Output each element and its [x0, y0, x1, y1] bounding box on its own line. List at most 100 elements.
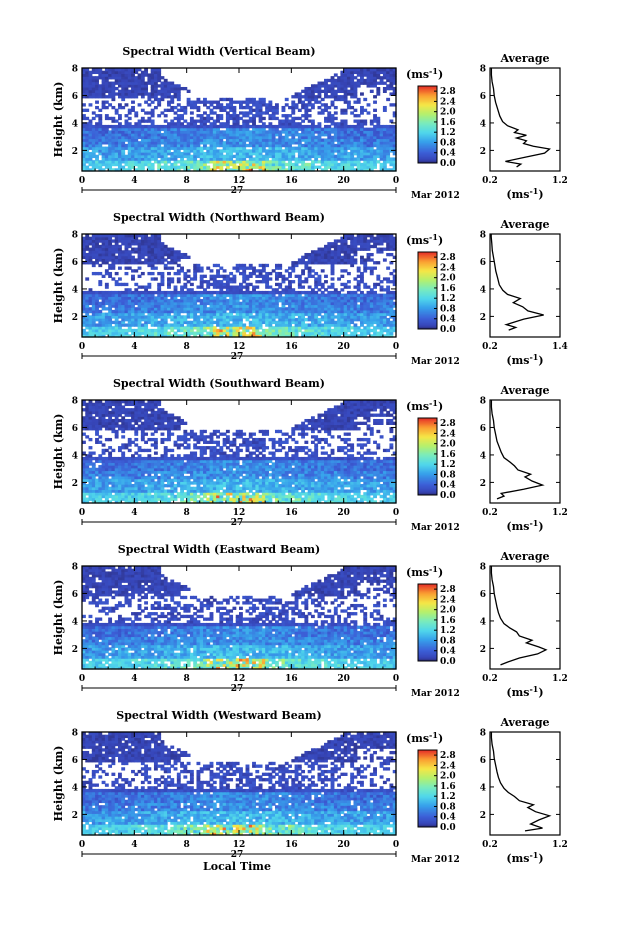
heatmap-cell — [386, 266, 391, 270]
heatmap-cell — [121, 331, 126, 335]
heatmap-cell — [95, 250, 99, 254]
heatmap-cell — [379, 157, 384, 161]
heatmap-cell — [340, 78, 345, 83]
heatmap-cell — [225, 168, 230, 172]
heatmap-cell — [392, 89, 397, 93]
heatmap-cell — [252, 152, 256, 156]
heatmap-cell — [337, 331, 341, 335]
heatmap-cell — [98, 73, 103, 77]
heatmap-cell — [111, 92, 116, 96]
heatmap-cell — [314, 320, 319, 325]
heatmap-cell — [346, 271, 351, 276]
heatmap-cell — [189, 301, 194, 306]
heatmap-cell — [170, 127, 175, 131]
heatmap-cell — [212, 320, 217, 325]
heatmap-cell — [127, 116, 132, 121]
heatmap-cell — [196, 108, 201, 112]
heatmap-cell — [369, 271, 374, 276]
heatmap-cell — [268, 138, 273, 142]
heatmap-cell — [157, 78, 162, 83]
heatmap-cell — [144, 152, 149, 156]
heatmap-cell — [294, 105, 299, 110]
heatmap-cell — [180, 293, 184, 297]
heatmap-cell — [350, 247, 355, 251]
heatmap-cell — [157, 73, 162, 77]
heatmap-cell — [252, 146, 256, 150]
heatmap-cell — [82, 168, 86, 172]
heatmap-cell — [258, 269, 263, 273]
heatmap-cell — [392, 138, 397, 142]
heatmap-cell — [327, 290, 332, 295]
heatmap-cell — [167, 285, 171, 289]
heatmap-cell — [271, 318, 276, 322]
heatmap-cell — [225, 141, 230, 145]
heatmap-cell — [389, 244, 394, 249]
heatmap-cell — [294, 261, 299, 265]
heatmap-cell — [225, 323, 230, 327]
heatmap-cell — [121, 301, 126, 306]
heatmap-cell — [258, 290, 263, 295]
heatmap-cell — [91, 255, 96, 259]
heatmap-cell — [134, 138, 139, 142]
colorbar-swatch — [418, 141, 437, 143]
heatmap-cell — [248, 266, 253, 270]
heatmap-cell — [294, 331, 299, 335]
heatmap-cell — [291, 328, 296, 333]
heatmap-cell — [140, 296, 145, 300]
heatmap-cell — [114, 331, 119, 335]
heatmap-cell — [186, 331, 191, 335]
heatmap-cell — [261, 97, 266, 102]
heatmap-cell — [379, 70, 384, 75]
heatmap-cell — [153, 320, 158, 325]
heatmap-cell — [203, 124, 207, 129]
heatmap-cell — [225, 105, 230, 110]
x-tick-label: 0 — [79, 176, 85, 186]
heatmap-cell — [160, 146, 165, 150]
heatmap-cell — [356, 162, 361, 167]
heatmap-cell — [373, 315, 377, 319]
heatmap-cell — [392, 293, 397, 297]
heatmap-cell — [363, 78, 368, 83]
heatmap-cell — [153, 312, 158, 316]
heatmap-cell — [209, 122, 214, 126]
heatmap-cell — [108, 86, 113, 91]
heatmap-cell — [232, 124, 237, 129]
heatmap-cell — [196, 165, 201, 169]
heatmap-cell — [363, 160, 368, 164]
heatmap-cell — [167, 293, 171, 297]
heatmap-cell — [176, 116, 181, 121]
heatmap-cell — [239, 296, 243, 300]
heatmap-cell — [337, 84, 341, 88]
heatmap-cell — [389, 86, 394, 91]
heatmap-cell — [95, 334, 99, 338]
heatmap-cell — [176, 255, 181, 259]
heatmap-cell — [199, 301, 204, 306]
heatmap-cell — [88, 76, 93, 80]
heatmap-cell — [360, 293, 364, 297]
heatmap-cell — [222, 143, 227, 148]
heatmap-cell — [101, 146, 106, 150]
heatmap-cell — [366, 318, 371, 322]
heatmap-cell — [333, 149, 338, 153]
heatmap-cell — [278, 165, 283, 169]
heatmap-cell — [183, 160, 188, 164]
heatmap-cell — [206, 149, 211, 153]
heatmap-cell — [245, 149, 250, 153]
heatmap-cell — [183, 105, 188, 110]
heatmap-cell — [353, 236, 358, 241]
heatmap-cell — [373, 160, 377, 164]
heatmap-cell — [235, 304, 240, 308]
heatmap-cell — [98, 130, 103, 134]
heatmap-cell — [88, 122, 93, 126]
heatmap-cell — [121, 73, 126, 77]
heatmap-cell — [288, 285, 292, 289]
heatmap-cell — [278, 162, 283, 167]
heatmap-cell — [206, 157, 211, 161]
heatmap-cell — [212, 168, 217, 172]
heatmap-cell — [284, 331, 289, 335]
heatmap-cell — [209, 269, 214, 273]
heatmap-cell — [150, 271, 155, 276]
heatmap-cell — [327, 119, 332, 123]
heatmap-cell — [98, 239, 103, 243]
heatmap-cell — [373, 318, 377, 322]
